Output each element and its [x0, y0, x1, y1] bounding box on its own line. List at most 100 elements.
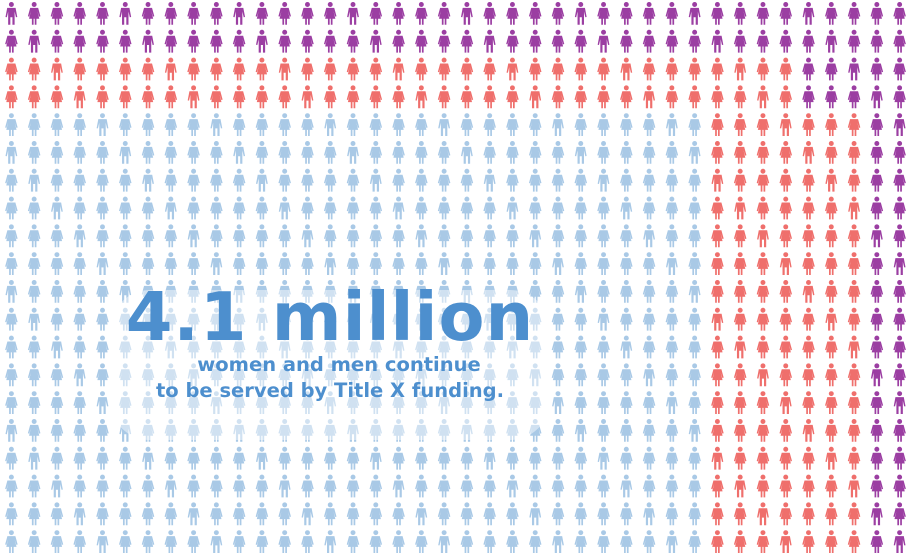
person-icon [483, 57, 496, 81]
person-icon [506, 391, 519, 414]
person-icon [574, 2, 587, 25]
person-icon [278, 502, 291, 526]
person-icon [141, 57, 155, 81]
person-icon [142, 307, 154, 331]
person-icon [27, 335, 41, 359]
person-icon [210, 57, 223, 81]
person-icon [27, 530, 41, 553]
person-icon [346, 29, 360, 53]
person-icon [756, 474, 770, 498]
person-icon [574, 252, 588, 275]
person-icon [528, 419, 542, 442]
person-icon [255, 252, 269, 275]
person-icon [27, 196, 41, 220]
person-icon [756, 280, 770, 303]
person-icon [232, 252, 246, 275]
person-icon [73, 2, 86, 25]
person-icon [301, 307, 314, 331]
person-icon [642, 474, 656, 498]
person-icon [392, 502, 405, 526]
person-icon [825, 224, 838, 248]
person-icon [802, 113, 815, 136]
person-icon [642, 419, 656, 442]
person-icon [415, 363, 428, 387]
person-icon [96, 141, 109, 164]
person-icon [119, 2, 132, 25]
person-icon [141, 280, 155, 303]
person-icon [164, 280, 178, 303]
person-icon [437, 502, 451, 526]
person-icon [620, 252, 633, 275]
person-icon [301, 335, 314, 359]
person-icon [73, 474, 86, 498]
person-icon [369, 252, 383, 275]
person-icon [870, 252, 884, 275]
person-icon [665, 224, 679, 248]
person-icon [392, 419, 405, 442]
person-icon [688, 168, 701, 192]
person-icon [711, 391, 724, 414]
person-icon [301, 196, 314, 220]
person-icon [893, 2, 906, 25]
person-icon [847, 252, 861, 275]
person-icon [50, 280, 64, 303]
person-icon [324, 530, 337, 553]
person-icon [50, 446, 64, 470]
person-icon [438, 252, 451, 275]
person-icon [825, 530, 838, 553]
person-icon [73, 391, 86, 414]
person-icon [324, 391, 337, 414]
person-icon [483, 363, 496, 387]
person-icon [733, 502, 747, 526]
person-icon [232, 196, 246, 220]
person-icon [5, 196, 18, 220]
person-icon [437, 363, 451, 387]
person-icon [50, 530, 64, 553]
person-icon [437, 280, 451, 303]
person-icon [392, 196, 405, 220]
person-icon [73, 252, 86, 275]
person-icon [73, 502, 86, 526]
person-icon [210, 29, 223, 53]
person-icon [460, 335, 474, 359]
person-icon [756, 252, 770, 275]
person-icon [574, 224, 588, 248]
person-icon [210, 280, 223, 303]
person-icon [437, 446, 451, 470]
person-icon [5, 57, 18, 81]
person-icon [118, 530, 132, 553]
person-icon [27, 502, 41, 526]
person-icon [483, 168, 496, 192]
person-icon [256, 307, 268, 331]
person-icon [232, 224, 246, 248]
person-icon [733, 419, 747, 442]
person-icon [574, 363, 588, 387]
person-icon [506, 224, 519, 248]
person-icon [847, 113, 861, 136]
person-icon [551, 168, 565, 192]
person-icon [733, 280, 747, 303]
person-icon [893, 29, 906, 53]
person-icon [255, 280, 269, 303]
person-icon [438, 391, 451, 414]
person-icon [73, 85, 86, 109]
person-icon [255, 391, 269, 414]
person-icon [437, 29, 451, 53]
person-icon [323, 419, 337, 442]
person-icon [278, 419, 291, 442]
person-icon [118, 57, 132, 81]
person-icon [551, 502, 565, 526]
person-icon [5, 474, 18, 498]
person-icon [301, 224, 314, 248]
person-icon [825, 307, 838, 331]
person-icon [96, 280, 109, 303]
person-icon [688, 196, 701, 220]
person-icon [483, 113, 496, 136]
person-icon [187, 224, 200, 248]
person-icon [733, 29, 747, 53]
person-icon [574, 307, 588, 331]
person-icon [73, 307, 86, 331]
person-icon [187, 141, 200, 164]
person-icon [893, 252, 906, 275]
person-icon [711, 363, 724, 387]
